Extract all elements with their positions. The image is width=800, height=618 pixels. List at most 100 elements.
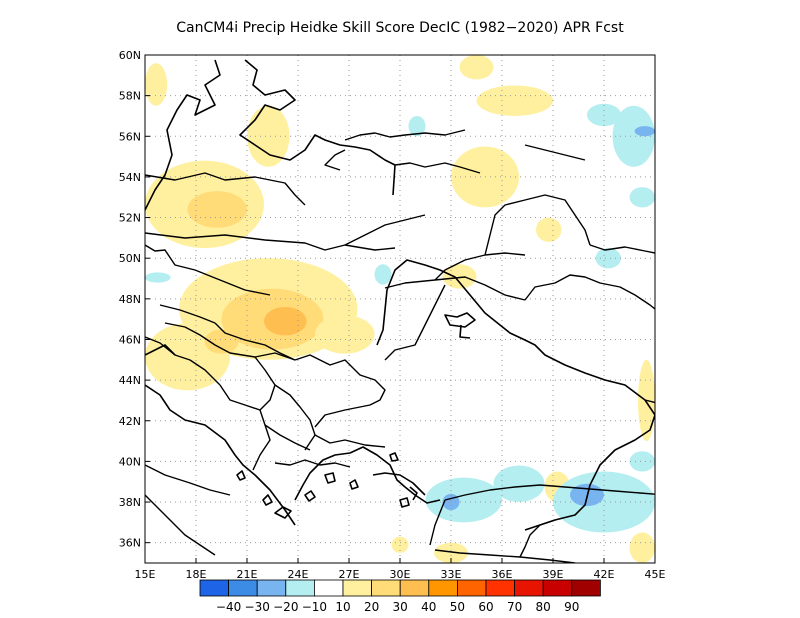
colorbar-swatch	[428, 579, 458, 597]
skill-region-pos-6	[264, 306, 307, 336]
skill-region-neg-23	[612, 105, 655, 167]
colorbar-swatch	[342, 579, 373, 597]
country-border	[484, 199, 526, 256]
country-border	[145, 172, 306, 206]
y-tick-label: 54N	[119, 171, 141, 184]
y-tick-label: 50N	[119, 252, 141, 265]
country-border	[164, 322, 296, 361]
colorbar-label: −20	[273, 600, 298, 614]
country-border	[344, 214, 426, 246]
country-border	[145, 232, 396, 251]
y-tick-label: 52N	[119, 212, 141, 225]
country-border	[524, 144, 586, 161]
country-border	[685, 500, 745, 515]
y-tick-label: 60N	[119, 49, 141, 62]
coastlines-and-borders	[145, 59, 777, 563]
country-border	[394, 162, 481, 174]
skill-region-pos-13	[536, 217, 562, 242]
colorbar-swatch	[571, 579, 601, 597]
x-tick-label: 15E	[135, 568, 156, 581]
country-border	[274, 384, 316, 451]
y-tick-label: 40N	[119, 455, 141, 468]
country-border	[294, 354, 386, 428]
country-border	[314, 434, 386, 448]
country-border	[145, 336, 221, 386]
colorbar-label: 60	[478, 600, 493, 614]
colorbar-label: 70	[507, 600, 522, 614]
y-tick-label: 44N	[119, 374, 141, 387]
skill-region-pos-17	[629, 532, 655, 563]
skill-region-pos-19	[391, 536, 409, 553]
colorbar-legend: −40 −30 −20 −10 10 20 30 40 50 60 70 80 90	[199, 579, 601, 614]
plot-area: 15E 18E 21E 24E 27E 30E 33E 36E 39E 42E 45E 60N 58N 5…	[119, 49, 777, 581]
country-border	[214, 322, 296, 361]
coastline	[349, 479, 359, 490]
x-tick-label: 24E	[288, 568, 309, 581]
colorbar-swatch	[399, 579, 430, 597]
colorbar-label: 40	[421, 600, 436, 614]
coastline	[304, 490, 316, 502]
skill-region-pos-3	[247, 105, 290, 167]
y-tick-label: 56N	[119, 130, 141, 143]
country-border	[159, 304, 216, 324]
skill-region-neg-26	[634, 126, 655, 137]
x-tick-label: 39E	[543, 568, 564, 581]
country-border	[750, 435, 777, 480]
colorbar-swatch	[228, 579, 258, 597]
colorbar-swatch	[285, 579, 315, 597]
colorbar-label: −10	[302, 600, 327, 614]
country-border	[324, 149, 346, 171]
country-border	[685, 500, 695, 535]
y-tick-label: 38N	[119, 496, 141, 509]
skill-region-neg-22	[595, 248, 621, 269]
x-tick-label: 18E	[186, 568, 207, 581]
coastline	[372, 472, 426, 496]
colorbar-swatch	[485, 579, 516, 597]
y-tick-label: 42N	[119, 415, 141, 428]
coastline	[274, 506, 292, 519]
x-tick-label: 27E	[339, 568, 360, 581]
skill-region-neg-30	[493, 465, 545, 503]
coastline	[236, 470, 246, 481]
coastline	[145, 59, 221, 211]
colorbar-label: −40	[216, 600, 241, 614]
coastline	[294, 446, 441, 504]
colorbar-label: −30	[245, 600, 270, 614]
coastline	[262, 494, 273, 506]
country-border	[252, 409, 271, 471]
colorbar-label: 30	[393, 600, 408, 614]
skill-region-neg-21	[374, 264, 392, 285]
coastline	[145, 344, 176, 356]
coastline	[145, 384, 296, 526]
country-border	[145, 464, 231, 496]
colorbar-label: 90	[564, 600, 579, 614]
colorbar-swatch	[199, 579, 230, 597]
country-border	[665, 317, 755, 415]
country-border	[274, 459, 351, 468]
skill-region-neg-28	[425, 477, 502, 523]
country-border	[644, 399, 655, 404]
y-tick-label: 36N	[119, 537, 141, 550]
skill-region-neg-20	[145, 272, 171, 283]
colorbar-swatch	[256, 579, 287, 597]
skill-shading-layer	[145, 55, 655, 563]
colorbar-swatch	[313, 579, 344, 597]
country-border	[384, 276, 526, 301]
country-border	[219, 356, 276, 411]
country-border	[264, 424, 311, 451]
y-tick-label: 58N	[119, 90, 141, 103]
colorbar-swatch	[514, 579, 544, 597]
country-border	[589, 244, 655, 254]
coastline	[399, 497, 410, 508]
coastline	[444, 312, 476, 328]
skill-region-pos-11	[476, 85, 553, 116]
skill-region-pos-2	[187, 191, 247, 228]
x-tick-label: 33E	[441, 568, 462, 581]
colorbar-swatch	[456, 579, 487, 597]
country-border	[145, 244, 271, 296]
x-tick-label: 30E	[390, 568, 411, 581]
colorbar-label: 20	[364, 600, 379, 614]
colorbar-swatch	[542, 579, 573, 597]
coastline	[324, 472, 336, 484]
